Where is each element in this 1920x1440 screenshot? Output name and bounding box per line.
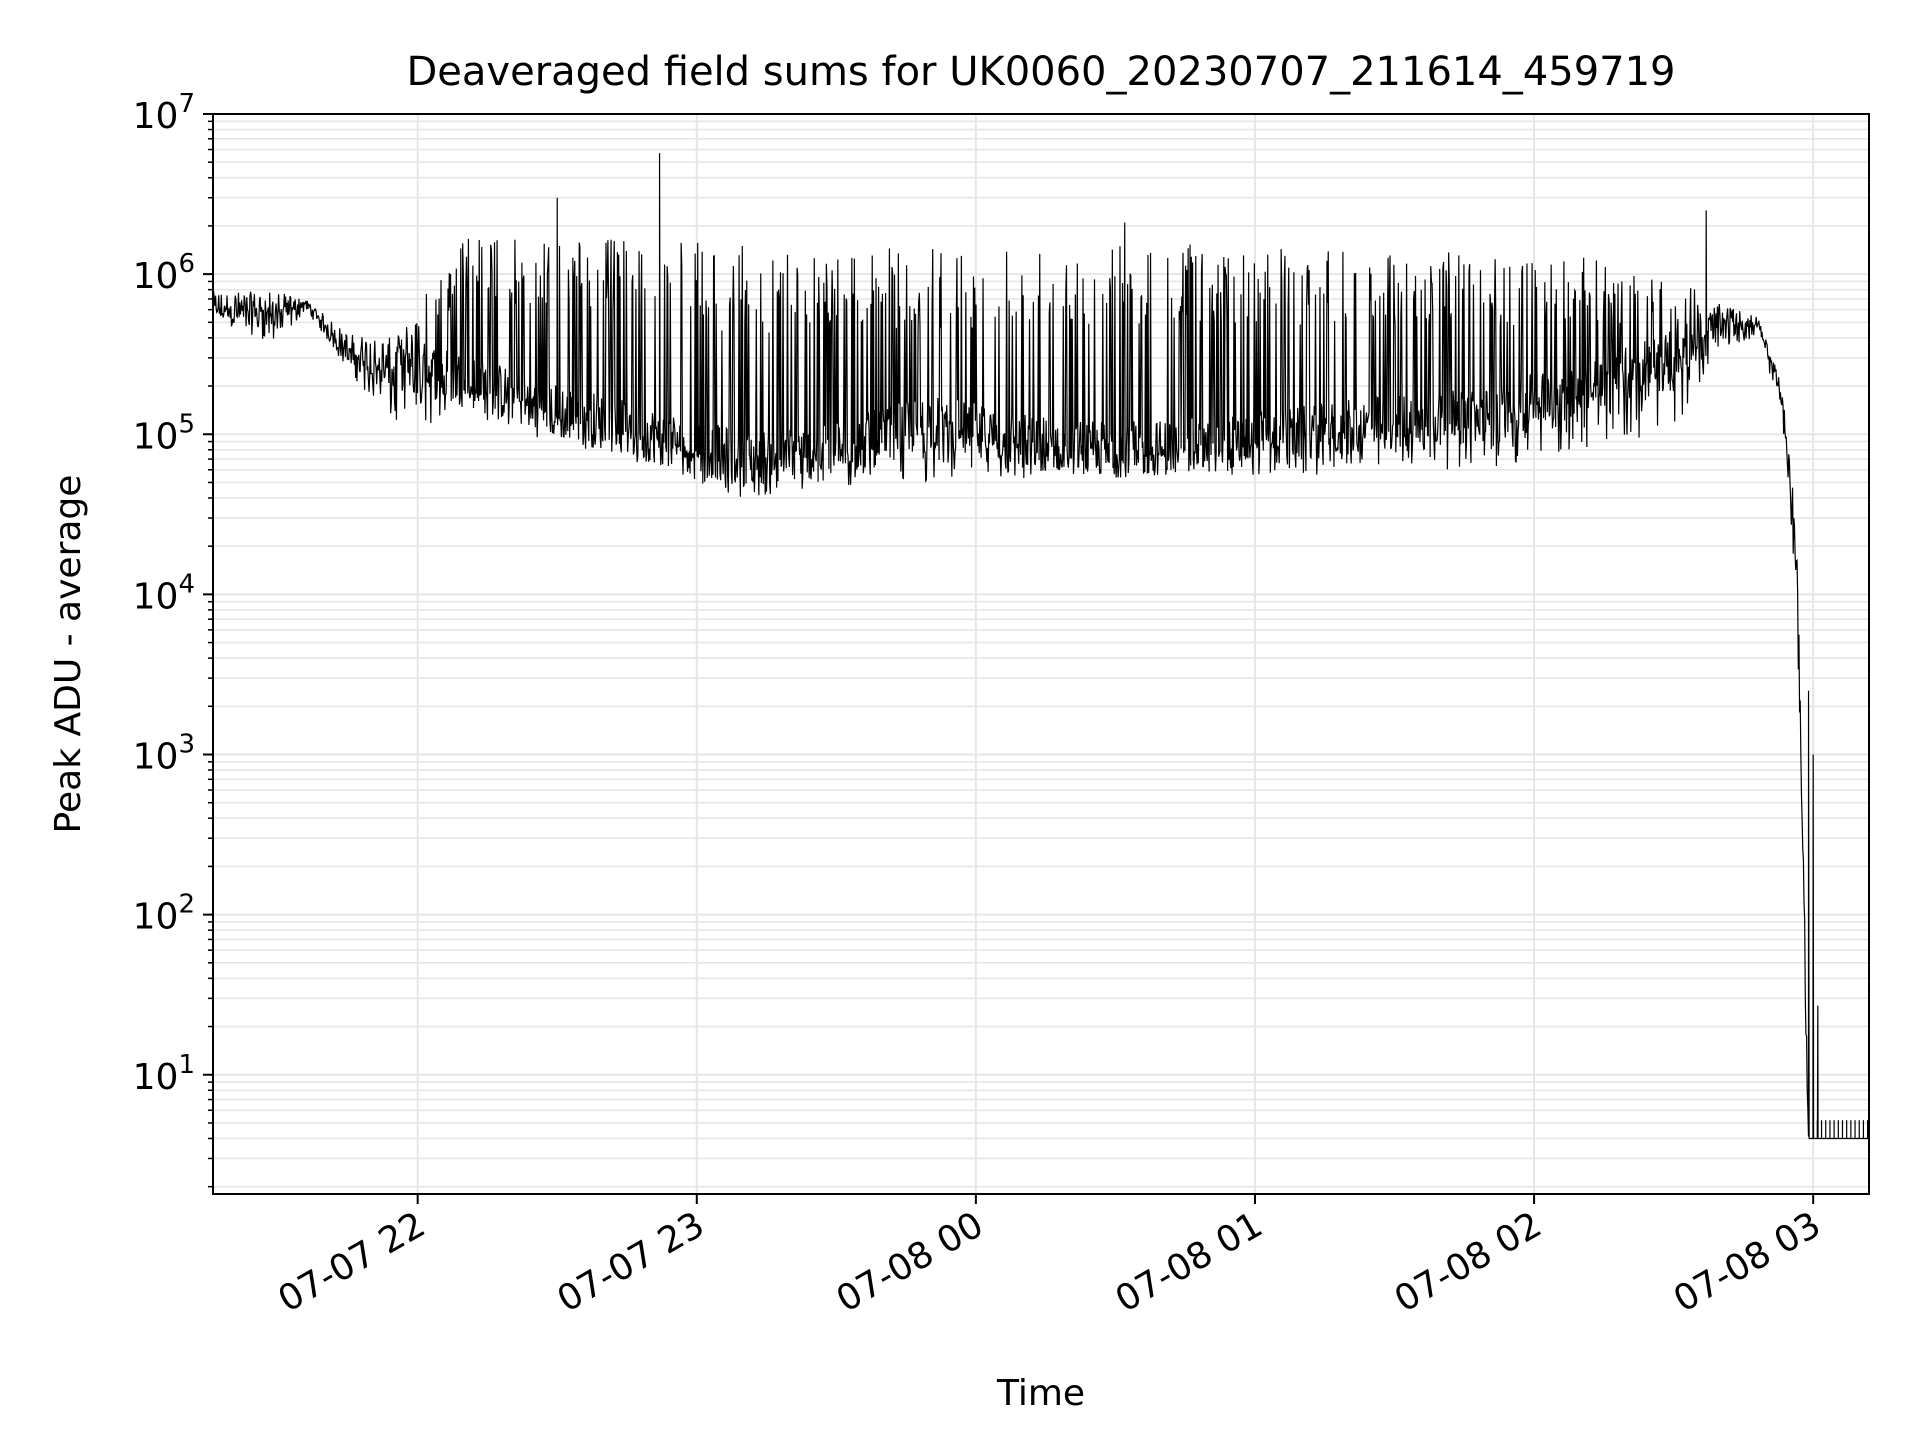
y-axis-label: Peak ADU - average bbox=[48, 475, 89, 834]
x-axis-label: Time bbox=[996, 1373, 1085, 1414]
grid bbox=[213, 113, 1869, 1194]
y-tick-label: 105 bbox=[133, 409, 195, 457]
y-tick-label: 102 bbox=[133, 890, 195, 938]
y-tick-label: 101 bbox=[133, 1050, 195, 1098]
y-tick-label: 107 bbox=[133, 89, 195, 137]
y-tick-label: 103 bbox=[133, 730, 195, 778]
plot-frame bbox=[212, 113, 1870, 1195]
y-tick-label: 104 bbox=[133, 569, 195, 617]
y-tick-label: 106 bbox=[133, 249, 195, 297]
series-line bbox=[213, 153, 1869, 1140]
chart-title: Deaveraged field sums for UK0060_2023070… bbox=[406, 49, 1675, 95]
series-layer bbox=[213, 153, 1869, 1140]
